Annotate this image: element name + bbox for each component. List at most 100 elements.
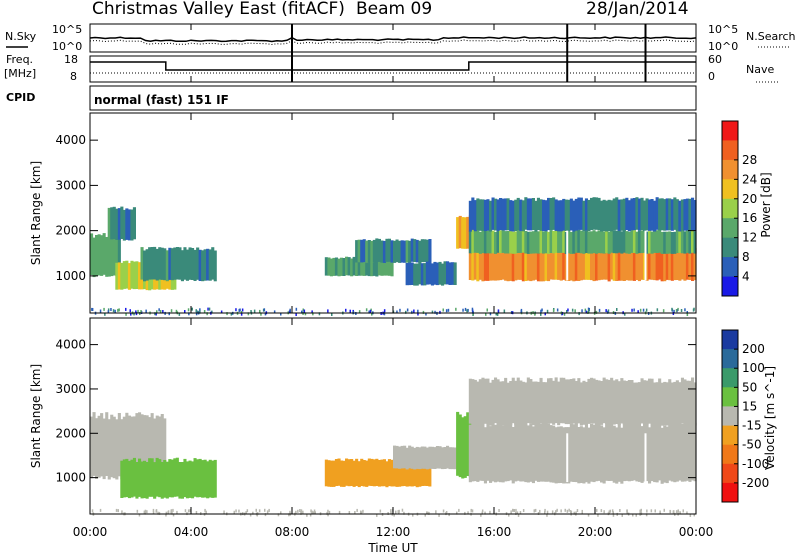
- heatmap-cell: [612, 425, 616, 483]
- heatmap-cell: [463, 217, 467, 249]
- heatmap-cell: [549, 230, 553, 253]
- heatmap-cell: [125, 412, 129, 477]
- heatmap-cell: [635, 423, 639, 482]
- heatmap-cell: [468, 230, 472, 254]
- heatmap-cell: [171, 511, 173, 515]
- heatmap-cell: [627, 231, 631, 254]
- heatmap-cell: [516, 377, 520, 424]
- heatmap-cell: [471, 307, 474, 311]
- heatmap-cell: [473, 247, 477, 280]
- heatmap-cell: [413, 239, 417, 262]
- heatmap-cell: [467, 511, 469, 515]
- heatmap-cell: [669, 509, 671, 513]
- heatmap-cell: [193, 458, 197, 497]
- heatmap-cell: [660, 382, 664, 426]
- heatmap-cell: [549, 246, 553, 280]
- heatmap-cell: [526, 249, 530, 281]
- heatmap-cell: [529, 231, 533, 254]
- heatmap-cell: [398, 446, 402, 469]
- heatmap-cell: [400, 459, 404, 487]
- heatmap-cell: [140, 461, 144, 499]
- heatmap-cell: [152, 508, 155, 512]
- heatmap-cell: [551, 510, 554, 514]
- heatmap-cell: [670, 199, 674, 231]
- power-y-axis-label: Slant Range [km]: [29, 161, 43, 265]
- heatmap-cell: [412, 513, 414, 517]
- heatmap-cell: [471, 509, 474, 513]
- heatmap-cell: [168, 312, 170, 316]
- heatmap-cell: [456, 411, 460, 476]
- x-tick-label: 08:00: [275, 525, 310, 539]
- heatmap-cell: [473, 229, 477, 253]
- heatmap-cell: [559, 377, 563, 424]
- heatmap-cell: [519, 247, 523, 280]
- heatmap-cell: [360, 510, 362, 514]
- heatmap-cell: [598, 308, 601, 312]
- heatmap-cell: [680, 247, 684, 280]
- heatmap-cell: [489, 312, 492, 316]
- heatmap-cell: [693, 422, 697, 482]
- heatmap-cell: [531, 381, 535, 426]
- x-tick-label: 16:00: [477, 525, 512, 539]
- heatmap-cell: [590, 231, 594, 254]
- heatmap-cell: [567, 199, 571, 232]
- heatmap-cell: [375, 238, 379, 262]
- heatmap-cell: [496, 312, 499, 316]
- heatmap-cell: [420, 239, 424, 263]
- heatmap-cell: [345, 308, 347, 312]
- heatmap-cell: [648, 231, 652, 254]
- heatmap-cell: [117, 509, 119, 513]
- heatmap-cell: [435, 262, 439, 286]
- heatmap-cell: [526, 198, 530, 231]
- heatmap-cell: [357, 461, 361, 488]
- nave-label: Nave: [746, 63, 774, 76]
- heatmap-cell: [390, 459, 394, 487]
- heatmap-cell: [581, 511, 583, 515]
- heatmap-cell: [506, 382, 510, 426]
- heatmap-cell: [415, 239, 419, 263]
- heatmap-cell: [632, 230, 636, 253]
- heatmap-cell: [494, 198, 498, 231]
- heatmap-cell: [417, 309, 419, 313]
- heatmap-cell: [489, 426, 493, 483]
- heatmap-cell: [607, 422, 611, 481]
- heatmap-cell: [539, 199, 543, 231]
- heatmap-cell: [146, 510, 148, 514]
- heatmap-cell: [191, 248, 195, 280]
- beam-label: Beam 09: [356, 0, 432, 19]
- heatmap-cell: [340, 257, 344, 276]
- heatmap-cell: [639, 509, 641, 513]
- heatmap-cell: [571, 308, 574, 312]
- heatmap-cell: [544, 200, 548, 232]
- heatmap-cell: [97, 234, 101, 276]
- heatmap-cell: [514, 231, 518, 254]
- heatmap-cell: [612, 513, 615, 517]
- heatmap-cell: [552, 230, 556, 254]
- heatmap-cell: [627, 200, 631, 232]
- heatmap-cell: [424, 513, 426, 517]
- heatmap-cell: [175, 247, 179, 280]
- heatmap-cell: [625, 197, 629, 230]
- heatmap-cell: [446, 261, 450, 285]
- heatmap-cell: [660, 198, 664, 231]
- heatmap-cell: [413, 309, 415, 313]
- heatmap-cell: [183, 458, 187, 498]
- heatmap-cell: [280, 312, 282, 316]
- heatmap-cell: [471, 248, 475, 281]
- heatmap-cell: [631, 308, 633, 312]
- heatmap-cell: [102, 233, 106, 275]
- heatmap-cell: [655, 197, 659, 230]
- heatmap-cell: [622, 249, 626, 281]
- heatmap-cell: [668, 421, 672, 481]
- heatmap-cell: [220, 310, 223, 314]
- heatmap-cell: [447, 308, 450, 312]
- heatmap-cell: [693, 200, 697, 232]
- heatmap-cell: [103, 307, 105, 311]
- heatmap-cell: [156, 310, 158, 314]
- heatmap-cell: [158, 247, 162, 280]
- heatmap-cell: [304, 312, 307, 316]
- heatmap-cell: [91, 308, 94, 311]
- heatmap-cell: [468, 378, 472, 424]
- heatmap-cell: [207, 307, 209, 311]
- heatmap-cell: [620, 231, 624, 254]
